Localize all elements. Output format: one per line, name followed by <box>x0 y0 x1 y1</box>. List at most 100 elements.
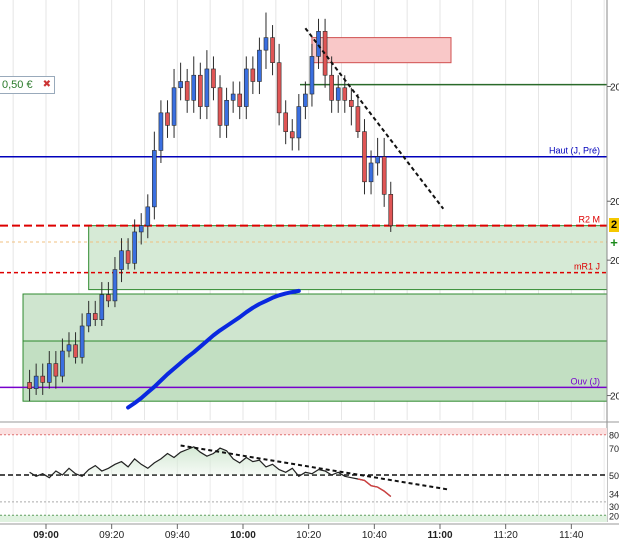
oscillator-tick-label: 20 <box>609 511 619 521</box>
resistance-zone[interactable] <box>311 37 452 64</box>
price-tick-label: 20 <box>610 83 619 94</box>
candle-body[interactable] <box>289 131 295 139</box>
candle-body[interactable] <box>375 156 380 164</box>
overbought-band <box>0 428 607 435</box>
candle-body[interactable] <box>152 150 157 208</box>
candle-body[interactable] <box>171 87 177 126</box>
oscillator-tail-line <box>357 478 392 498</box>
price-trendline[interactable] <box>304 27 445 210</box>
candle-body[interactable] <box>40 375 46 383</box>
time-tick-label: 11:00 <box>427 530 452 539</box>
time-tick-label: 09:20 <box>99 530 124 539</box>
candle-body[interactable] <box>125 250 131 264</box>
pivot-level-label: Ouv (J) <box>570 376 600 386</box>
candle-body[interactable] <box>86 313 91 327</box>
candle-body[interactable] <box>303 93 308 107</box>
candle-body[interactable] <box>92 313 98 321</box>
pivot-level-label: Haut (J, Pré) <box>549 146 600 156</box>
price-tick-label: 20 <box>610 256 619 267</box>
price-tick-label: 20 <box>610 392 619 403</box>
candle-body[interactable] <box>198 74 203 107</box>
pivot-level-label: R2 M <box>578 215 600 225</box>
candle-body[interactable] <box>27 382 32 389</box>
time-tick-label: 09:00 <box>33 530 59 539</box>
candle-body[interactable] <box>355 106 361 132</box>
time-tick-label: 11:20 <box>494 530 519 539</box>
candle-body[interactable] <box>368 162 374 183</box>
candle-body[interactable] <box>165 112 170 126</box>
oscillator-trendline[interactable] <box>180 444 451 491</box>
time-axis-background <box>0 525 619 539</box>
support-zone[interactable] <box>22 340 608 402</box>
support-zone[interactable] <box>88 225 608 291</box>
candle-body[interactable] <box>316 31 321 57</box>
candle-body[interactable] <box>119 250 124 270</box>
time-tick-label: 09:40 <box>165 530 190 539</box>
candle-body[interactable] <box>335 87 341 101</box>
candle-body[interactable] <box>296 106 302 139</box>
candle-body[interactable] <box>349 99 354 107</box>
candle-body[interactable] <box>342 87 348 101</box>
candle-body[interactable] <box>329 74 334 101</box>
candle-body[interactable] <box>263 37 269 51</box>
candle-body[interactable] <box>362 131 367 183</box>
candle-body[interactable] <box>217 87 223 126</box>
candle-body[interactable] <box>112 269 118 302</box>
candle-body[interactable] <box>237 93 243 107</box>
oscillator-tick-label: 30 <box>609 502 619 512</box>
price-panel[interactable]: Haut (J, Pré) R2 M mR1 J Ouv (J) <box>0 0 619 525</box>
candle-body[interactable] <box>257 49 262 82</box>
candle-body[interactable] <box>224 99 229 126</box>
candle-body[interactable] <box>132 231 137 264</box>
time-tick-label: 10:40 <box>362 530 387 539</box>
candle-body[interactable] <box>106 294 111 302</box>
candle-body[interactable] <box>270 37 275 63</box>
candle-body[interactable] <box>99 294 105 321</box>
candle-body[interactable] <box>73 344 78 358</box>
current-price-badge: 2 <box>609 218 619 232</box>
candle-body[interactable] <box>33 375 39 389</box>
candle-body[interactable] <box>53 363 59 377</box>
close-position-icon[interactable]: ✖ <box>42 79 51 90</box>
time-tick-label: 10:20 <box>296 530 321 539</box>
candle-body[interactable] <box>276 62 282 114</box>
time-tick-label: 11:40 <box>559 530 584 539</box>
moving-average-line[interactable] <box>126 288 301 410</box>
candle-body[interactable] <box>138 225 144 233</box>
oscillator-area <box>29 446 391 475</box>
candle-body[interactable] <box>178 81 183 89</box>
candle-body[interactable] <box>283 112 288 132</box>
candle-body[interactable] <box>204 68 210 107</box>
candle-body[interactable] <box>191 74 197 101</box>
oversold-band <box>0 515 607 522</box>
candle-body[interactable] <box>230 93 236 101</box>
price-tick-label: 20 <box>610 197 619 208</box>
candle-body[interactable] <box>60 350 65 377</box>
candle-body[interactable] <box>388 194 394 226</box>
candle-body[interactable] <box>211 68 216 89</box>
oscillator-tick-label: 80 <box>609 431 619 441</box>
candle-body[interactable] <box>309 56 315 95</box>
candle-body[interactable] <box>243 68 249 107</box>
candle-body[interactable] <box>46 363 52 383</box>
candle-body[interactable] <box>66 344 72 352</box>
position-badge[interactable]: 0,50 € ✖ <box>0 76 55 94</box>
oscillator-tick-label: 70 <box>609 444 619 454</box>
oscillator-line[interactable] <box>29 446 392 497</box>
time-axis: 09:00 09:20 09:40 10:00 10:20 10:40 11:00 11:20… <box>0 524 619 541</box>
oscillator-panel[interactable] <box>0 428 607 522</box>
candle-body[interactable] <box>381 156 387 195</box>
oscillator-tick-label: 50 <box>609 471 619 481</box>
time-tick-label: 10:00 <box>230 530 256 539</box>
position-profit-label: 0,50 € <box>2 79 33 91</box>
oscillator-tick-label: 34 <box>609 489 619 499</box>
candle-body[interactable] <box>79 325 85 358</box>
add-order-icon[interactable]: + <box>610 235 618 250</box>
candle-body[interactable] <box>184 81 190 101</box>
candle-body[interactable] <box>145 206 151 226</box>
candle-body[interactable] <box>250 68 256 82</box>
candle-body[interactable] <box>158 112 164 151</box>
